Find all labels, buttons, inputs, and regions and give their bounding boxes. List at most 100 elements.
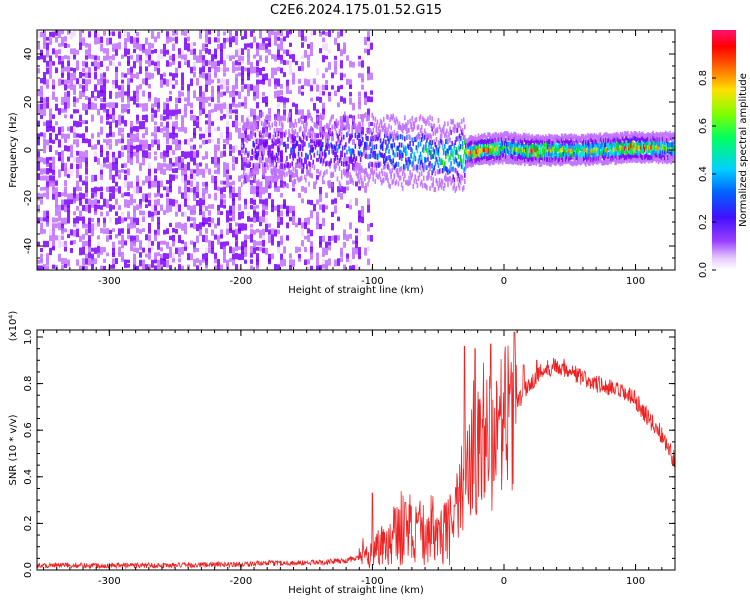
spectrogram-cell bbox=[199, 259, 202, 266]
spectrogram-cell bbox=[304, 115, 307, 124]
spectrogram-cell bbox=[124, 162, 127, 168]
spectrogram-cell bbox=[277, 114, 280, 121]
spectrogram-cell bbox=[247, 72, 250, 81]
spectrogram-cell bbox=[441, 144, 444, 150]
spectrogram-cell bbox=[543, 159, 546, 165]
spectrogram-cell bbox=[603, 137, 606, 143]
spectrogram-cell bbox=[283, 204, 286, 209]
spectrogram-cell bbox=[618, 134, 621, 140]
spectrogram-cell bbox=[555, 160, 558, 166]
spectrogram-cell bbox=[157, 97, 160, 104]
spectrogram-cell bbox=[581, 158, 584, 164]
spectrogram-cell bbox=[88, 67, 91, 74]
spectrogram-cell bbox=[439, 127, 442, 133]
spectrogram-cell bbox=[471, 146, 473, 152]
spectrogram-cell bbox=[94, 144, 97, 150]
spectrogram-cell bbox=[458, 122, 461, 128]
spectrogram-cell bbox=[217, 85, 220, 94]
spectrogram-cell bbox=[646, 157, 648, 163]
spectrogram-cell bbox=[91, 247, 94, 252]
spectrogram-cell bbox=[268, 181, 271, 189]
spectrogram-cell bbox=[253, 229, 256, 235]
spectrogram-cell bbox=[495, 146, 498, 152]
spectrogram-cell bbox=[49, 235, 52, 242]
spectrogram-cell bbox=[529, 136, 531, 142]
spectrogram-cell bbox=[326, 160, 328, 166]
spectrogram-cell bbox=[367, 181, 369, 187]
spectrogram-cell bbox=[508, 155, 510, 161]
spectrogram-cell bbox=[262, 150, 265, 156]
spectrogram-cell bbox=[37, 133, 40, 140]
spectrogram-cell bbox=[334, 145, 337, 151]
spectrogram-cell bbox=[523, 133, 526, 139]
spectrogram-cell bbox=[378, 132, 381, 138]
spectrogram-cell bbox=[505, 138, 507, 144]
spectrogram-cell bbox=[88, 240, 91, 248]
spectrogram-cell bbox=[205, 79, 208, 87]
spectrogram-cell bbox=[570, 133, 572, 139]
spectrogram-cell bbox=[100, 211, 103, 217]
spectrogram-cell bbox=[548, 133, 550, 139]
spectrogram-cell bbox=[628, 157, 630, 163]
spectrogram-cell bbox=[566, 154, 568, 160]
spectrogram-cell bbox=[355, 235, 358, 244]
spectrogram-cell bbox=[574, 144, 577, 150]
spectrogram-cell bbox=[157, 61, 160, 67]
spectrogram-cell bbox=[166, 180, 169, 185]
spectrogram-cell bbox=[232, 61, 235, 68]
spectrogram-cell bbox=[574, 138, 577, 144]
spectrogram-cell bbox=[579, 160, 582, 166]
spectrogram-cell bbox=[172, 121, 175, 130]
spectrogram-cell bbox=[94, 204, 97, 213]
spectrogram-cell bbox=[166, 186, 169, 193]
spectrogram-cell bbox=[223, 162, 226, 170]
spectrogram-cell bbox=[277, 145, 280, 151]
spectrogram-cell bbox=[355, 198, 358, 206]
spectrogram-cell bbox=[190, 168, 193, 177]
spectrogram-cell bbox=[229, 144, 232, 150]
spectrogram-cell bbox=[316, 175, 319, 180]
spectrogram-cell bbox=[193, 241, 196, 250]
spectrogram-cell bbox=[274, 37, 277, 46]
spectrogram-cell bbox=[106, 204, 109, 209]
spectrogram-cell bbox=[289, 216, 292, 222]
spectrogram-cell bbox=[193, 193, 196, 201]
spectrogram-cell bbox=[558, 160, 561, 166]
spectrogram-cell bbox=[590, 143, 592, 149]
spectrogram-cell bbox=[554, 138, 557, 144]
spectrogram-cell bbox=[247, 90, 250, 97]
spectrogram-cell bbox=[409, 170, 411, 176]
spectrogram-cell bbox=[154, 61, 157, 67]
spectrogram-cell bbox=[558, 152, 561, 158]
spectrogram-cell bbox=[139, 246, 142, 251]
spectrogram-cell bbox=[277, 54, 280, 60]
spectrogram-cell bbox=[277, 96, 280, 103]
spectrogram-cell bbox=[169, 132, 172, 139]
spectrogram-cell bbox=[148, 222, 151, 231]
spectrogram-cell bbox=[424, 163, 426, 169]
spectrogram-cell bbox=[196, 55, 199, 63]
spectrogram-cell bbox=[238, 193, 241, 201]
spectrogram-cell bbox=[628, 153, 630, 159]
spectrogram-cell bbox=[444, 182, 446, 188]
spectrogram-cell bbox=[226, 259, 229, 269]
spectrogram-cell bbox=[594, 153, 597, 159]
spectrogram-cell bbox=[267, 181, 269, 187]
spectrogram-cell bbox=[483, 154, 486, 160]
spectrogram-cell bbox=[247, 211, 250, 218]
spectrogram-cell bbox=[452, 166, 455, 172]
spectrogram-cell bbox=[356, 173, 359, 179]
spectrogram-cell bbox=[304, 157, 307, 165]
spectrogram-cell bbox=[505, 153, 507, 159]
spectrogram-cell bbox=[357, 132, 360, 138]
spectrogram-cell bbox=[447, 148, 449, 154]
spectrogram-cell bbox=[358, 186, 361, 191]
spectrogram-cell bbox=[581, 152, 584, 158]
spectrogram-cell bbox=[244, 67, 247, 72]
spectrogram-cell bbox=[514, 142, 517, 148]
spectrogram-cell bbox=[346, 253, 349, 259]
spectrogram-cell bbox=[253, 138, 256, 147]
spectrogram-cell bbox=[272, 140, 275, 146]
spectrogram-cell bbox=[217, 145, 220, 151]
spectrogram-cell bbox=[633, 157, 636, 163]
